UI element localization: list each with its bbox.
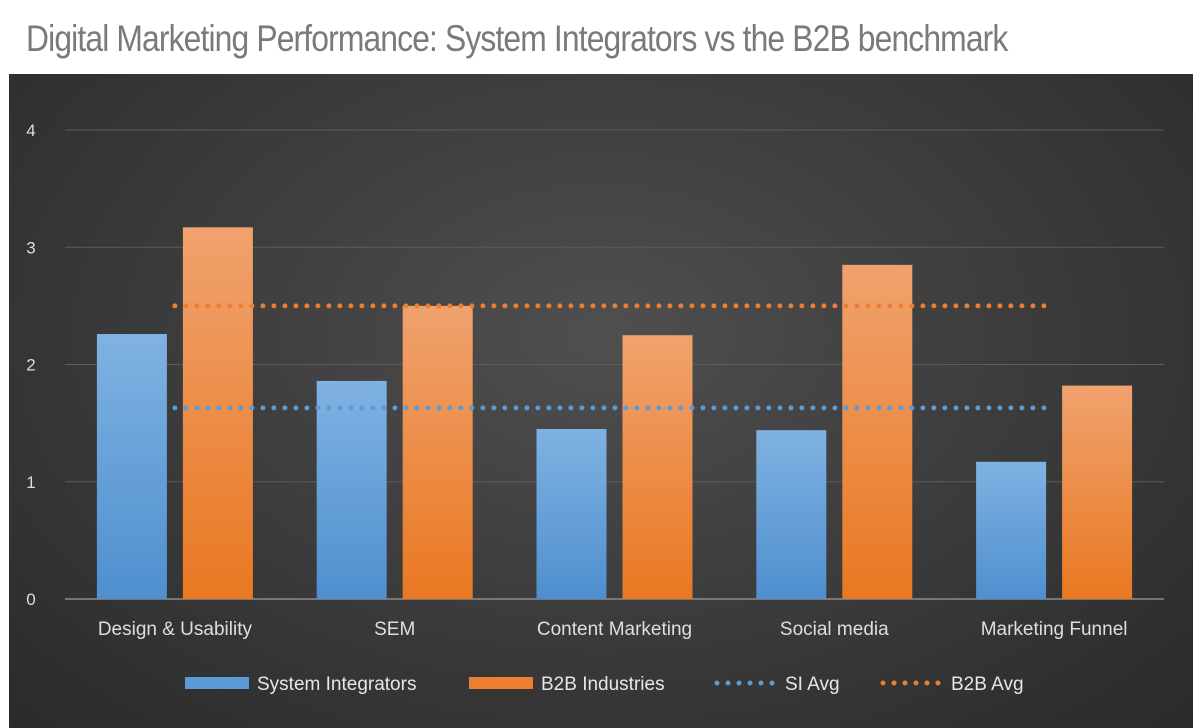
legend-swatch [469, 677, 533, 689]
legend-label: System Integrators [257, 674, 416, 695]
y-tick-label: 2 [26, 356, 35, 375]
legend-item-b2b-avg: B2B Avg [880, 674, 1024, 695]
legend: System Integrators B2B Industries SI Avg B2… [185, 674, 1024, 695]
b2b-industries-bar [182, 227, 253, 599]
b2b-industries-bar [622, 335, 693, 599]
legend-label: B2B Avg [951, 674, 1024, 695]
bars [96, 227, 1133, 599]
category-label: SEM [374, 619, 415, 640]
category-label: Content Marketing [537, 619, 692, 640]
legend-swatch [185, 677, 249, 689]
system-integrators-bar [316, 380, 387, 599]
y-tick-label: 0 [26, 590, 35, 609]
system-integrators-bar [756, 430, 827, 599]
system-integrators-bar [96, 334, 167, 599]
category-label: Marketing Funnel [981, 619, 1128, 640]
average-lines [172, 303, 1057, 411]
bar-chart: 0 1 2 3 4 Design & Usability SEM Content Marke… [26, 121, 1164, 695]
y-tick-label: 4 [26, 121, 35, 140]
y-tick-label: 1 [26, 473, 35, 492]
b2b-industries-bar [402, 305, 473, 599]
legend-label: B2B Industries [541, 674, 665, 695]
y-axis-tick-labels: 0 1 2 3 4 [26, 121, 35, 609]
y-tick-label: 3 [26, 238, 35, 257]
legend-item-system-integrators: System Integrators [185, 674, 416, 695]
system-integrators-bar [976, 461, 1047, 599]
b2b-industries-bar [1062, 385, 1133, 599]
legend-label: SI Avg [785, 674, 840, 695]
category-label: Social media [780, 619, 889, 640]
category-label: Design & Usability [98, 619, 253, 640]
system-integrators-bar [536, 428, 607, 599]
b2b-industries-bar [842, 264, 913, 599]
chart-panel: 0 1 2 3 4 Design & Usability SEM Content Marke… [9, 74, 1193, 728]
page-title: Digital Marketing Performance: System In… [26, 18, 1008, 59]
category-labels: Design & Usability SEM Content Marketing So… [98, 619, 1128, 640]
legend-item-si-avg: SI Avg [714, 674, 840, 695]
legend-item-b2b-industries: B2B Industries [469, 674, 665, 695]
